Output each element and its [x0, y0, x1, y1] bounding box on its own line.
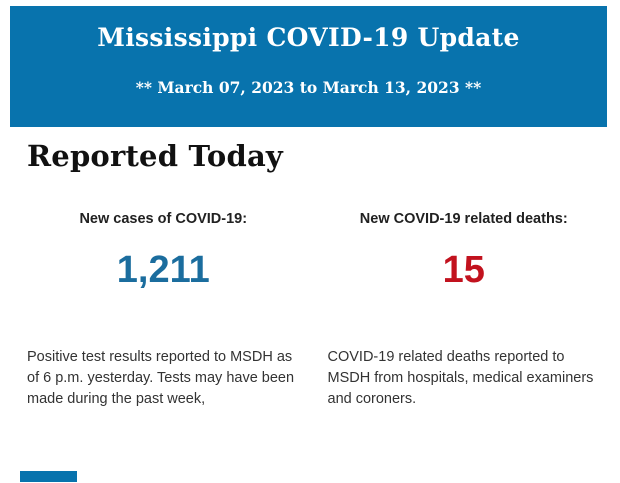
new-deaths-stat: New COVID-19 related deaths: 15 COVID-19…: [328, 210, 601, 410]
new-cases-description: Positive test results reported to MSDH a…: [27, 349, 295, 407]
report-title: Mississippi COVID-19 Update: [97, 23, 520, 52]
new-deaths-label: New COVID-19 related deaths:: [359, 211, 568, 227]
clipped-next-section-bar: [20, 471, 77, 482]
new-cases-stat: New cases of COVID-19: 1,211 Positive te…: [27, 210, 300, 410]
section-heading-reported-today: Reported Today: [27, 139, 283, 173]
new-cases-value: 1,211: [116, 249, 210, 291]
new-cases-label: New cases of COVID-19:: [79, 211, 248, 227]
report-masthead: Mississippi COVID-19 Update ** March 07,…: [10, 6, 607, 127]
new-deaths-value: 15: [442, 249, 485, 291]
report-date-range: ** March 07, 2023 to March 13, 2023 **: [135, 78, 482, 97]
stats-columns: New cases of COVID-19: 1,211 Positive te…: [27, 210, 600, 410]
new-deaths-description: COVID-19 related deaths reported to MSDH…: [327, 349, 594, 407]
